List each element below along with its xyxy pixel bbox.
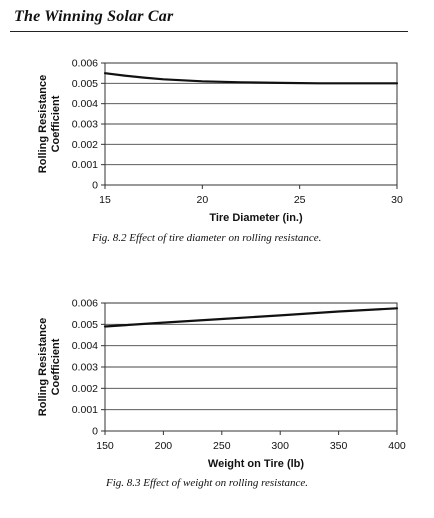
series-line: [103, 72, 399, 85]
figure-caption-8-3: Fig. 8.3 Effect of weight on rolling res…: [106, 477, 309, 489]
x-axis-label: Tire Diameter (in.): [209, 212, 303, 224]
x-axis-label: Weight on Tire (lb): [208, 458, 304, 470]
x-tick-label: 350: [330, 440, 348, 452]
header-divider: [10, 31, 408, 32]
y-tick-label: 0.001: [72, 404, 98, 416]
y-tick-label: 0.002: [72, 383, 98, 395]
weight-chart: 0 0.001 0.002 0.003 0.004 0.005 0.006 150 200 250…: [37, 298, 406, 471]
y-tick-label: 0.006: [72, 58, 98, 70]
y-tick-label: 0.004: [72, 340, 98, 352]
y-tick-label: 0.002: [72, 139, 98, 151]
y-axis-label-line: Coefficient: [50, 95, 62, 152]
y-tick-label: 0.004: [72, 98, 98, 110]
y-axis-label-line: Coefficient: [50, 338, 62, 395]
tire-diameter-chart: 0 0.001 0.002 0.003 0.004 0.005 0.006 15 20 25 30 T…: [37, 58, 403, 225]
page-header-title: The Winning Solar Car: [14, 8, 174, 25]
x-tick-label: 250: [213, 440, 231, 452]
x-tick-label: 300: [271, 440, 289, 452]
y-axis-label-line: Rolling Resistance: [37, 318, 49, 416]
figure-caption-8-2: Fig. 8.2 Effect of tire diameter on roll…: [92, 232, 322, 244]
x-tick-label: 200: [155, 440, 173, 452]
y-tick-label: 0.003: [72, 119, 98, 131]
x-tick-label: 150: [96, 440, 114, 452]
x-tick-label: 15: [99, 194, 111, 206]
x-tick-label: 25: [294, 194, 306, 206]
x-tick-label: 30: [391, 194, 403, 206]
y-axis-label-line: Rolling Resistance: [37, 75, 49, 173]
y-tick-label: 0.005: [72, 78, 98, 90]
series-line: [103, 307, 399, 328]
y-tick-label: 0: [92, 426, 98, 438]
y-tick-label: 0: [92, 180, 98, 192]
y-tick-label: 0.005: [72, 319, 98, 331]
y-tick-label: 0.006: [72, 298, 98, 310]
x-tick-label: 20: [196, 194, 208, 206]
y-tick-label: 0.003: [72, 362, 98, 374]
x-tick-label: 400: [388, 440, 406, 452]
y-tick-label: 0.001: [72, 159, 98, 171]
